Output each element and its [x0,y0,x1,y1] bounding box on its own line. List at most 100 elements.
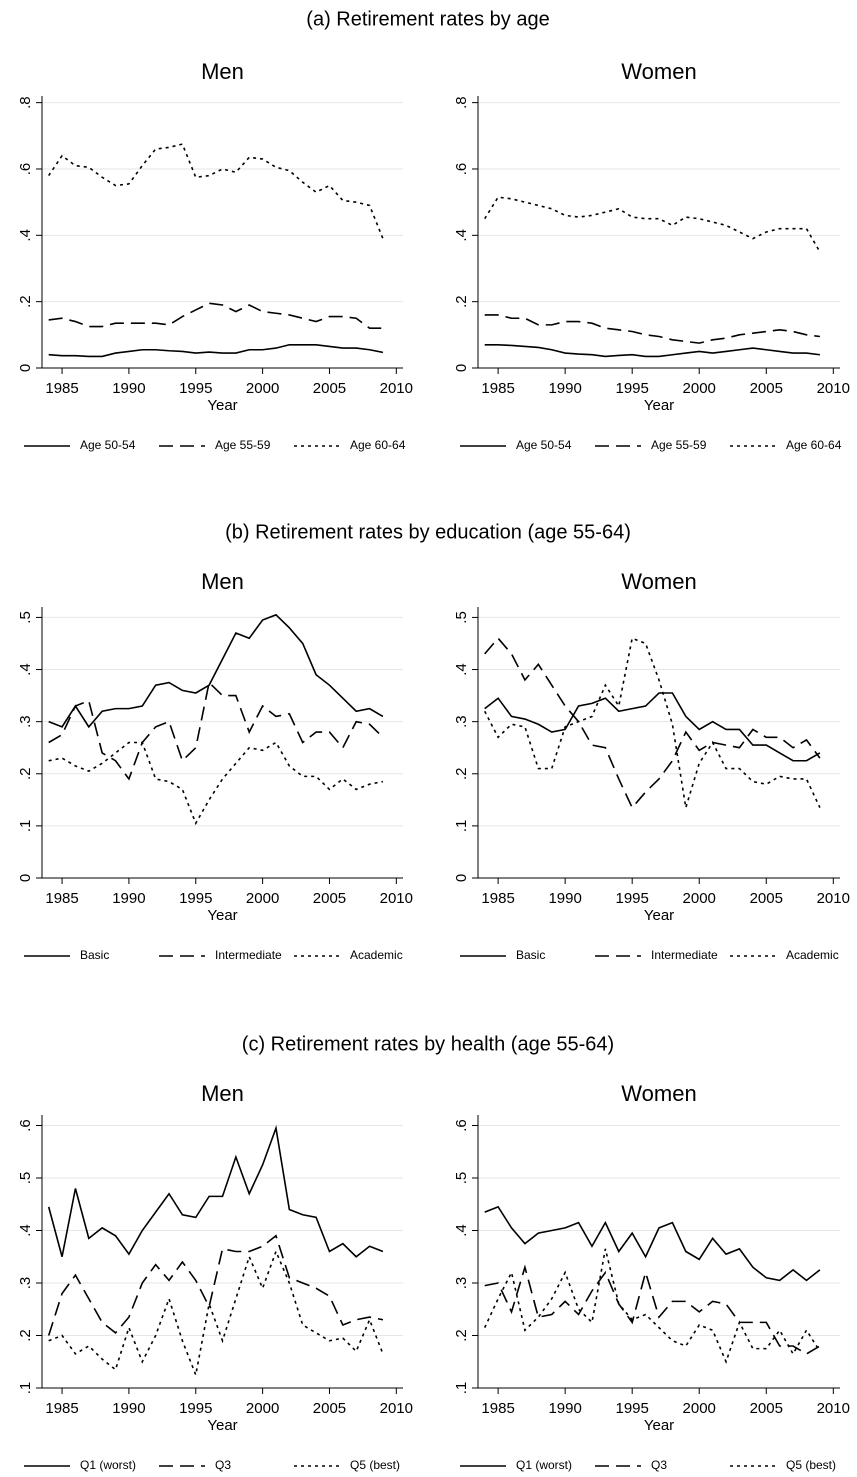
x-tick-label: 2010 [380,380,413,397]
y-tick-label: .5 [17,1172,34,1185]
legend-label: Age 55-59 [215,438,271,452]
series-line [48,343,384,358]
series-line [484,314,820,344]
legend-label: Q1 (worst) [516,1458,572,1472]
legend-label: Age 60-64 [786,438,842,452]
series-line [47,1234,384,1336]
y-tick-label: .5 [453,1172,470,1185]
x-tick-label: 1985 [45,890,78,907]
series-line [47,1124,384,1258]
series-line [484,1264,821,1355]
y-tick-label: .3 [453,1277,470,1290]
legend-label: Q3 [215,1458,231,1472]
series-line [48,680,384,781]
y-tick-label: 0 [453,364,470,372]
y-tick-label: 0 [17,874,34,882]
y-tick-label: .3 [453,715,470,728]
x-axis-label: Year [207,1417,237,1434]
x-tick-label: 2010 [380,1400,413,1417]
x-axis-label: Year [207,907,237,924]
section-title: (a) Retirement rates by age [306,8,549,30]
y-tick-label: .4 [453,663,470,676]
x-tick-label: 2010 [817,380,850,397]
chart-title: Men [201,569,244,594]
y-tick-label: .2 [17,768,34,781]
x-tick-label: 1985 [481,380,514,397]
x-tick-label: 1990 [548,890,581,907]
legend-label: Basic [80,948,109,962]
chart-title: Men [201,59,244,84]
legend-label: Age 50-54 [516,438,572,452]
x-tick-label: 1985 [481,1400,514,1417]
series-line [484,692,821,762]
x-tick-label: 2010 [817,890,850,907]
x-tick-label: 2010 [380,890,413,907]
legend-label: Q3 [651,1458,667,1472]
x-tick-label: 1995 [179,380,212,397]
x-tick-label: 2010 [817,1400,850,1417]
y-tick-label: 0 [17,364,34,372]
section-title: (b) Retirement rates by education (age 5… [225,521,631,543]
x-tick-label: 1990 [112,1400,145,1417]
x-tick-label: 2000 [246,380,279,397]
x-tick-label: 1990 [112,380,145,397]
y-tick-label: .4 [453,229,470,242]
legend-label: Q5 (best) [350,1458,400,1472]
y-tick-label: .6 [453,1119,470,1132]
x-tick-label: 1990 [548,1400,581,1417]
series-line [484,1205,821,1282]
chart-title: Women [621,1081,696,1106]
legend-label: Academic [786,948,839,962]
y-tick-label: .2 [453,295,470,308]
y-tick-label: .6 [453,163,470,176]
x-tick-label: 1990 [548,380,581,397]
y-tick-label: .4 [17,663,34,676]
y-tick-label: .4 [17,1224,34,1237]
chart-title: Women [621,59,696,84]
x-tick-label: 2005 [750,890,783,907]
series-line [48,302,383,329]
x-tick-label: 1995 [179,890,212,907]
y-tick-label: .8 [17,96,34,109]
legend-label: Academic [350,948,403,962]
x-tick-label: 2000 [683,1400,716,1417]
x-tick-label: 2005 [750,380,783,397]
x-tick-label: 2005 [313,1400,346,1417]
y-tick-label: .1 [17,1382,34,1395]
x-tick-label: 2000 [246,890,279,907]
legend-label: Q1 (worst) [80,1458,136,1472]
series-line [484,637,821,810]
y-tick-label: .2 [453,768,470,781]
legend-label: Intermediate [651,948,718,962]
legend-label: Age 50-54 [80,438,136,452]
y-tick-label: .5 [453,611,470,624]
x-axis-label: Year [207,397,237,414]
y-tick-label: .2 [17,295,34,308]
series-line [484,343,820,358]
y-tick-label: .5 [17,611,34,624]
legend-label: Age 55-59 [651,438,707,452]
x-tick-label: 1985 [481,890,514,907]
legend-label: Basic [516,948,545,962]
x-tick-label: 2000 [683,380,716,397]
legend-label: Q5 (best) [786,1458,836,1472]
x-tick-label: 1995 [179,1400,212,1417]
y-tick-label: .2 [453,1329,470,1342]
y-tick-label: .3 [17,1277,34,1290]
x-axis-label: Year [644,397,674,414]
x-tick-label: 2005 [313,380,346,397]
series-line [48,613,384,729]
x-axis-label: Year [644,907,674,924]
x-tick-label: 1995 [615,890,648,907]
y-tick-label: .3 [17,715,34,728]
y-tick-label: .8 [453,96,470,109]
section-title: (c) Retirement rates by health (age 55-6… [242,1033,614,1055]
y-tick-label: .1 [17,820,34,833]
y-tick-label: .1 [453,820,470,833]
chart-title: Men [201,1081,244,1106]
x-tick-label: 1995 [615,380,648,397]
x-tick-label: 2005 [750,1400,783,1417]
series-line [48,143,384,239]
x-tick-label: 2000 [246,1400,279,1417]
